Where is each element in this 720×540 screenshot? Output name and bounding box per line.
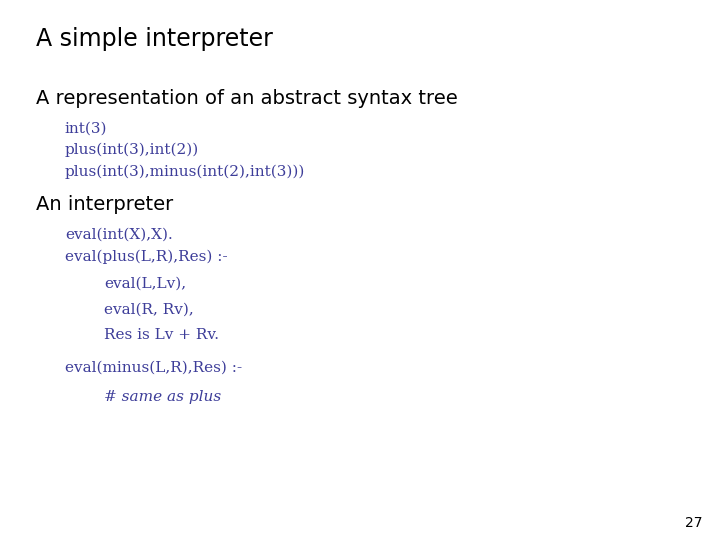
Text: plus(int(3),int(2)): plus(int(3),int(2))	[65, 143, 199, 158]
Text: int(3): int(3)	[65, 122, 107, 136]
Text: # same as plus: # same as plus	[104, 390, 222, 404]
Text: eval(minus(L,R),Res) :-: eval(minus(L,R),Res) :-	[65, 361, 242, 375]
Text: Res is Lv + Rv.: Res is Lv + Rv.	[104, 328, 220, 342]
Text: A representation of an abstract syntax tree: A representation of an abstract syntax t…	[36, 89, 458, 108]
Text: eval(R, Rv),: eval(R, Rv),	[104, 302, 194, 316]
Text: plus(int(3),minus(int(2),int(3))): plus(int(3),minus(int(2),int(3)))	[65, 165, 305, 179]
Text: eval(int(X),X).: eval(int(X),X).	[65, 228, 173, 242]
Text: eval(plus(L,R),Res) :-: eval(plus(L,R),Res) :-	[65, 249, 228, 264]
Text: eval(L,Lv),: eval(L,Lv),	[104, 276, 186, 291]
Text: An interpreter: An interpreter	[36, 195, 174, 214]
Text: A simple interpreter: A simple interpreter	[36, 27, 273, 51]
Text: 27: 27	[685, 516, 702, 530]
